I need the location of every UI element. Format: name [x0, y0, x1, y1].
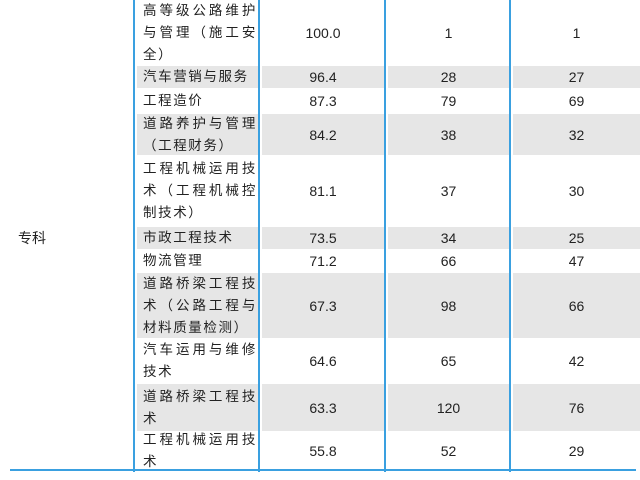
score-cell: 87.3 [309, 93, 337, 109]
major-name: 市政工程技术 [143, 230, 234, 246]
value-a-cell: 34 [388, 227, 509, 249]
value-b-cell: 27 [513, 66, 640, 88]
major-name: 工程机械运用技术 [143, 431, 257, 470]
value-b-cell: 47 [568, 253, 585, 269]
major-cell: 道路养护与管理（工程财务） [137, 114, 258, 155]
table-row: 道路桥梁工程技术（公路工程与材料质量检测） 67.3 98 66 [0, 273, 640, 339]
table-row: 汽车营销与服务 96.4 28 27 [0, 66, 640, 89]
major-cell: 汽车运用与维修技术 [137, 339, 258, 383]
column-divider [509, 0, 511, 472]
value-b-cell: 30 [568, 183, 585, 199]
column-divider [384, 0, 386, 472]
major-cell: 工程造价 [137, 89, 258, 113]
major-name: 道路桥梁工程技术（公路工程与材料质量检测） [143, 275, 257, 336]
column-divider [133, 0, 135, 472]
category-label: 专科 [18, 231, 46, 247]
score-cell: 81.1 [309, 183, 337, 199]
table-row: 道路养护与管理（工程财务） 84.2 38 32 [0, 114, 640, 156]
major-cell: 物流管理 [137, 250, 258, 272]
table-row: 工程机械运用技术 55.8 52 29 [0, 432, 640, 470]
value-a-cell: 79 [440, 93, 457, 109]
value-b-cell: 76 [513, 384, 640, 431]
major-cell: 道路桥梁工程技术（公路工程与材料质量检测） [137, 273, 258, 338]
major-name: 工程造价 [143, 93, 204, 109]
major-name: 汽车营销与服务 [143, 69, 249, 85]
column-divider [258, 0, 260, 472]
score-cell: 63.3 [262, 384, 384, 431]
value-a-cell: 120 [388, 384, 509, 431]
table-row: 工程造价 87.3 79 69 [0, 89, 640, 114]
value-a-cell: 52 [440, 442, 457, 459]
major-cell: 高等级公路维护与管理（施工安全） [137, 0, 258, 65]
value-a-cell: 37 [440, 183, 457, 199]
major-cell: 市政工程技术 [137, 227, 258, 249]
table-bottom-border [10, 469, 636, 471]
value-b-cell: 42 [568, 353, 585, 369]
value-a-cell: 66 [440, 253, 457, 269]
score-cell: 73.5 [262, 227, 384, 249]
table-row: 汽车运用与维修技术 64.6 65 42 [0, 339, 640, 384]
major-name: 道路桥梁工程技术 [143, 388, 257, 427]
major-name: 道路养护与管理（工程财务） [143, 115, 257, 154]
value-b-cell: 1 [572, 24, 581, 41]
table-row: 工程机械运用技术（工程机械控制技术） 81.1 37 30 [0, 156, 640, 227]
value-b-cell: 29 [568, 442, 585, 459]
table-row: 高等级公路维护与管理（施工安全） 100.0 1 1 [0, 0, 640, 66]
value-a-cell: 65 [440, 353, 457, 369]
value-b-cell: 66 [513, 273, 640, 338]
score-cell: 84.2 [262, 114, 384, 155]
score-cell: 67.3 [262, 273, 384, 338]
major-cell: 汽车营销与服务 [137, 66, 258, 88]
major-cell: 工程机械运用技术（工程机械控制技术） [137, 156, 258, 226]
value-a-cell: 38 [388, 114, 509, 155]
value-b-cell: 69 [568, 93, 585, 109]
major-name: 高等级公路维护与管理（施工安全） [143, 2, 257, 63]
value-b-cell: 32 [513, 114, 640, 155]
table-row: 物流管理 71.2 66 47 [0, 250, 640, 273]
value-b-cell: 25 [513, 227, 640, 249]
major-name: 物流管理 [143, 253, 204, 269]
major-name: 工程机械运用技术（工程机械控制技术） [143, 161, 257, 221]
value-a-cell: 28 [388, 66, 509, 88]
score-cell: 71.2 [309, 253, 337, 269]
table-row: 道路桥梁工程技术 63.3 120 76 [0, 384, 640, 432]
score-cell: 55.8 [309, 442, 337, 459]
score-cell: 100.0 [305, 24, 341, 41]
major-cell: 道路桥梁工程技术 [137, 384, 258, 431]
major-cell: 工程机械运用技术 [137, 432, 258, 470]
table-row: 市政工程技术 73.5 34 25 [0, 227, 640, 250]
value-a-cell: 1 [444, 24, 453, 41]
value-a-cell: 98 [388, 273, 509, 338]
score-cell: 96.4 [262, 66, 384, 88]
score-cell: 64.6 [309, 353, 337, 369]
major-name: 汽车运用与维修技术 [143, 342, 257, 380]
